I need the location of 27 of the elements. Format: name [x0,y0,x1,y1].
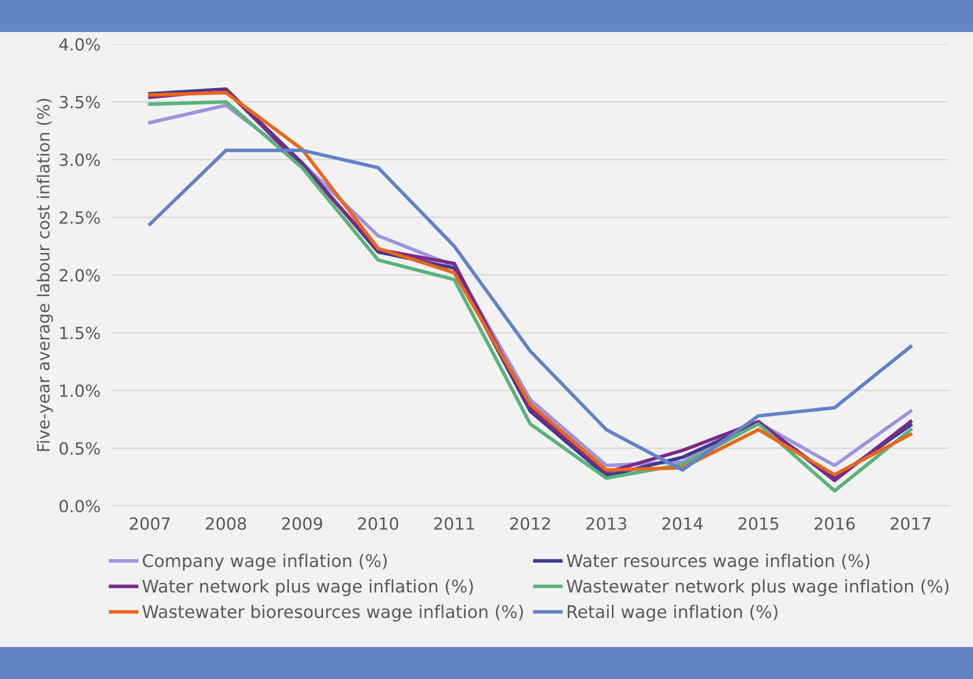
x-tick-label: 2015 [738,517,778,530]
legend-label: Water resources wage inflation (%) [566,554,870,571]
legend-label: Wastewater bioresources wage inflation (%) [142,604,523,622]
x-tick-label: 2010 [358,517,398,530]
x-tick-label: 2012 [510,517,550,530]
y-tick-label: 0.0% [60,500,100,512]
legend-label: Company wage inflation (%) [142,554,387,571]
x-tick-label: 2008 [206,517,246,530]
x-tick-label: 2007 [130,517,170,530]
y-tick-label: 3.5% [60,96,100,108]
legend-label: Wastewater network plus wage inflation (%) [566,579,949,596]
y-tick-label: 2.0% [60,268,100,282]
y-tick-label: 2.5% [60,211,100,224]
x-tick-label: 2017 [890,517,930,530]
legend-label: Water network plus wage inflation (%) [142,579,473,596]
x-tick-label: 2013 [586,517,626,530]
y-tick-label: 4.0% [59,38,100,51]
y-tick-label: 1.0% [60,384,100,397]
x-tick-label: 2011 [434,517,474,530]
x-tick-label: 2009 [282,517,322,530]
x-tick-label: 2016 [814,517,855,530]
y-tick-label: 0.5% [60,442,100,455]
y-tick-label: 3.0% [60,154,100,166]
y-tick-label: 1.5% [60,326,100,340]
y-axis-title: Five-year average labour cost inflation (%) [36,98,53,451]
x-tick-label: 2014 [662,517,703,530]
legend-label: Retail wage inflation (%) [568,604,778,622]
